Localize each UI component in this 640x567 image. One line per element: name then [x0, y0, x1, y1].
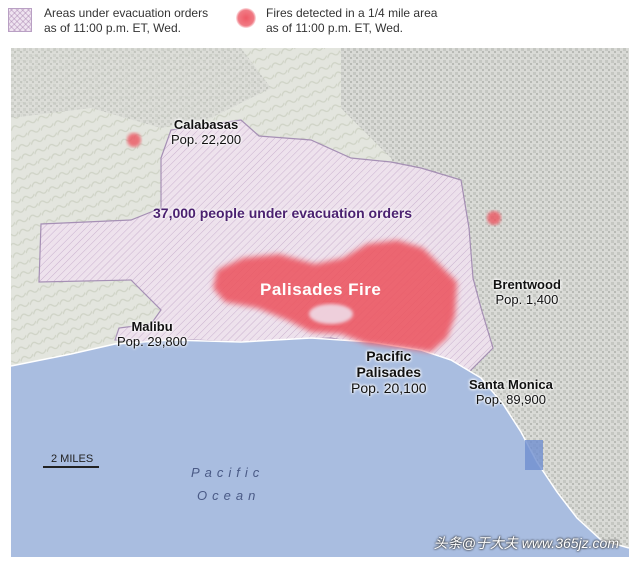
- place-label-brentwood: Brentwood Pop. 1,400: [493, 277, 561, 307]
- fire-name-label: Palisades Fire: [260, 280, 382, 299]
- map-area: 37,000 people under evacuation orders Pa…: [10, 48, 630, 557]
- evacuation-legend-label: Areas under evacuation orders as of 11:0…: [44, 6, 208, 36]
- place-pop-santa-monica: Pop. 89,900: [475, 392, 546, 407]
- ocean-label-line1: Pacific: [191, 465, 265, 480]
- map-legend: Areas under evacuation orders as of 11:0…: [0, 0, 640, 44]
- place-name-palisades: Palisades: [356, 364, 422, 380]
- marina: [525, 440, 543, 470]
- evacuation-area-swatch: [8, 8, 32, 32]
- evacuation-headline: 37,000 people under evacuation orders: [153, 205, 413, 221]
- pacific-ocean: [11, 338, 629, 557]
- place-label-malibu: Malibu Pop. 29,800: [117, 319, 187, 349]
- place-label-santa-monica: Santa Monica Pop. 89,900: [469, 377, 553, 407]
- fire-legend-line1: Fires detected in a 1/4 mile area: [266, 6, 438, 20]
- place-pop-malibu: Pop. 29,800: [117, 334, 188, 349]
- place-label-pacific-palisades: Pacific Palisades Pop. 20,100: [351, 348, 427, 396]
- place-name-calabasas: Calabasas: [173, 117, 239, 132]
- fire-gap: [309, 304, 353, 324]
- place-label-calabasas: Calabasas Pop. 22,200: [171, 117, 241, 147]
- watermark: 头条@于大夫 www.365jz.com: [433, 535, 619, 551]
- place-pop-calabasas: Pop. 22,200: [171, 132, 242, 147]
- valley-urban-area: [11, 48, 271, 128]
- fire-legend-line2: as of 11:00 p.m. ET, Wed.: [266, 21, 403, 35]
- palisades-fire-area: [213, 240, 457, 352]
- fire-detection-brentwood: [487, 211, 501, 225]
- scale-label: 2 MILES: [51, 453, 94, 465]
- coastline: [10, 337, 630, 549]
- evacuation-legend-line1: Areas under evacuation orders: [44, 6, 209, 20]
- fire-legend-label: Fires detected in a 1/4 mile area as of …: [266, 6, 437, 36]
- fire-detection-swatch: [236, 8, 256, 28]
- ocean-label-line2: Ocean: [197, 488, 261, 503]
- place-name-pacific: Pacific: [366, 348, 412, 364]
- place-name-malibu: Malibu: [131, 319, 173, 334]
- place-pop-brentwood: Pop. 1,400: [495, 292, 559, 307]
- fire-detection-calabasas: [127, 133, 141, 147]
- place-name-santa-monica: Santa Monica: [469, 377, 553, 392]
- map-svg: [10, 48, 630, 557]
- place-name-brentwood: Brentwood: [493, 277, 561, 292]
- evacuation-legend-line2: as of 11:00 p.m. ET, Wed.: [44, 21, 181, 35]
- place-pop-pacific-palisades: Pop. 20,100: [351, 380, 427, 396]
